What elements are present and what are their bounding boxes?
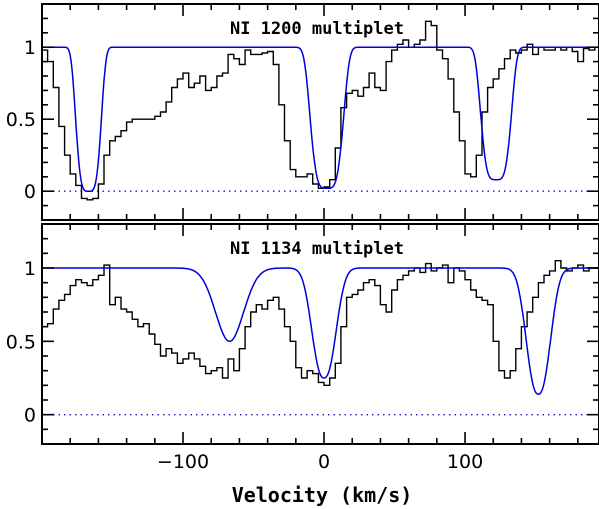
model-fit-curve bbox=[42, 267, 599, 395]
panel-ni-1134: −100 0 100 0 0.5 1 NI 1134 multiplet bbox=[6, 223, 599, 473]
x-tick-label: 0 bbox=[318, 451, 330, 473]
y-tick-label: 1 bbox=[24, 37, 36, 59]
y-tick-label: 0.5 bbox=[6, 331, 36, 353]
x-tick-label: −100 bbox=[157, 451, 209, 473]
plot-frame bbox=[41, 223, 599, 445]
model-fit-curve bbox=[42, 46, 599, 192]
plot-frame bbox=[41, 3, 599, 221]
y-tick-label: 0 bbox=[24, 405, 36, 427]
panel-ni-1200: 0 0.5 1 NI 1200 multiplet bbox=[6, 3, 599, 221]
y-tick-label: 0 bbox=[24, 181, 36, 203]
x-axis-label: Velocity (km/s) bbox=[232, 483, 413, 507]
panel-title: NI 1200 multiplet bbox=[230, 19, 404, 39]
y-tick-label: 0.5 bbox=[6, 109, 36, 131]
y-tick-label: 1 bbox=[24, 258, 36, 280]
observed-spectrum bbox=[42, 260, 599, 386]
panel-title: NI 1134 multiplet bbox=[230, 239, 404, 259]
observed-spectrum bbox=[42, 20, 599, 201]
x-tick-label: 100 bbox=[447, 451, 483, 473]
